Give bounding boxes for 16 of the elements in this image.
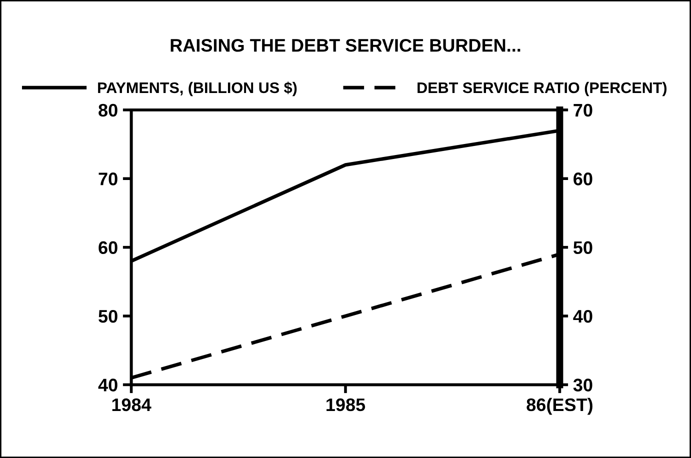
y-tick-label: 40 [98, 378, 118, 392]
y-tick-label: 70 [98, 172, 118, 186]
y2-tick-label: 30 [573, 378, 592, 392]
x-tick-label: 86(EST) [526, 398, 592, 415]
chart-title: RAISING THE DEBT SERVICE BURDEN... [170, 38, 520, 52]
y2-tick-label: 40 [573, 310, 592, 323]
legend-label: PAYMENTS, (BILLION US $) [98, 82, 297, 96]
x-tick-label: 1985 [326, 398, 366, 412]
legend-label: DEBT SERVICE RATIO (PERCENT) [418, 82, 667, 96]
y-tick-label: 60 [98, 241, 118, 254]
y2-tick-label: 70 [574, 104, 592, 117]
y2-tick-label: 50 [573, 241, 592, 254]
y2-tick-label: 60 [574, 172, 592, 186]
y-tick-label: 50 [98, 310, 118, 323]
x-tick-label: 1984 [112, 398, 152, 412]
y-tick-label: 80 [98, 104, 118, 117]
